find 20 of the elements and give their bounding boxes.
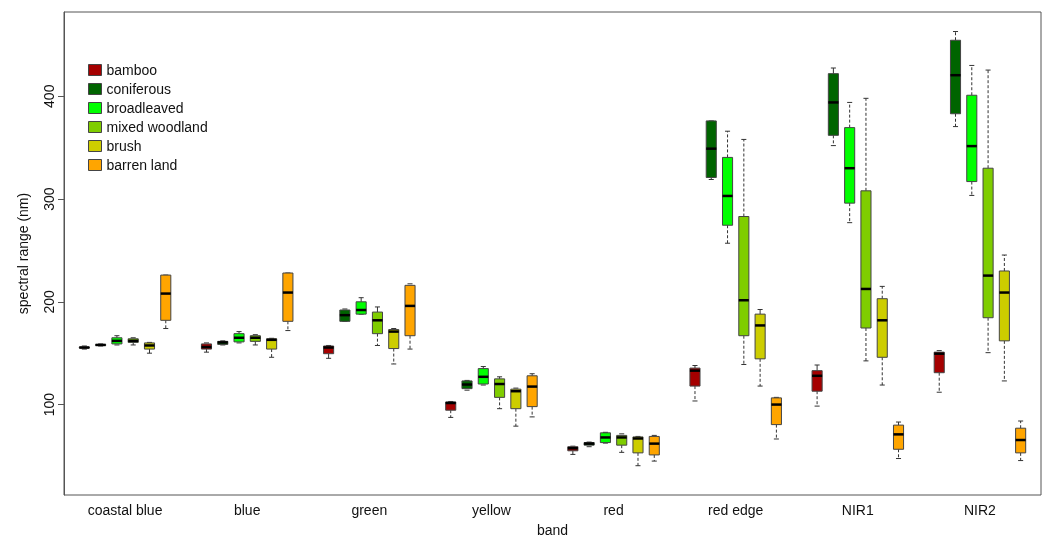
- y-tick-label: 100: [41, 392, 57, 417]
- y-axis-title: spectral range (nm): [15, 192, 31, 315]
- x-tick-label: NIR2: [963, 502, 997, 518]
- legend-label: brush: [106, 138, 142, 154]
- x-tick-label: NIR1: [841, 502, 874, 518]
- legend-label: bamboo: [106, 62, 158, 78]
- legend-label: coniferous: [106, 81, 172, 97]
- legend-label: barren land: [106, 157, 178, 173]
- x-tick-label: yellow: [471, 502, 512, 518]
- legend-label: mixed woodland: [106, 119, 208, 135]
- x-tick-label: blue: [233, 502, 261, 518]
- y-tick-label: 200: [41, 289, 57, 314]
- x-tick-label: red edge: [708, 502, 764, 518]
- x-tick-label: green: [351, 502, 388, 518]
- y-tick-label: 400: [41, 84, 57, 108]
- y-tick-label: 300: [41, 187, 57, 211]
- x-axis-title: band: [536, 522, 569, 538]
- x-tick-label: red: [603, 502, 624, 518]
- x-tick-label: coastal blue: [87, 502, 163, 518]
- legend-label: broadleaved: [106, 100, 184, 116]
